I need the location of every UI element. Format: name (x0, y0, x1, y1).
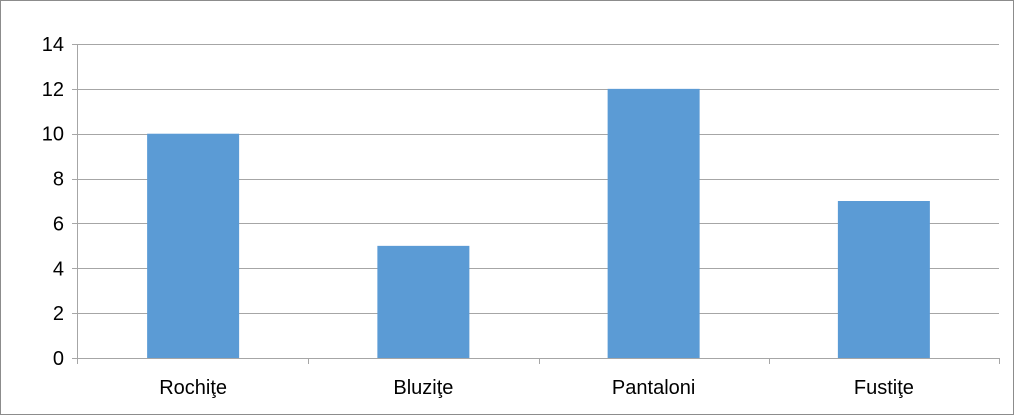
y-tick-label: 14 (42, 34, 64, 56)
x-axis-tick-labels: Rochiţe Bluziţe Pantaloni Fustiţe (159, 377, 914, 399)
y-tick-label: 6 (53, 213, 64, 235)
bar (147, 133, 240, 358)
y-tick-label: 4 (53, 258, 64, 280)
bar (377, 245, 470, 358)
y-tick-label: 12 (42, 79, 64, 101)
axis-lines (72, 44, 1000, 364)
x-tick-label: Rochiţe (159, 377, 227, 399)
bar (607, 88, 700, 358)
y-tick-label: 8 (53, 169, 64, 191)
x-tick-label: Pantaloni (612, 377, 695, 399)
bars (147, 88, 930, 358)
y-tick-label: 10 (42, 124, 64, 146)
y-tick-label: 0 (53, 348, 64, 370)
x-tick-label: Bluziţe (393, 377, 453, 399)
bar (837, 201, 930, 358)
y-axis-tick-labels: 0 2 4 6 8 10 12 14 (42, 34, 64, 370)
x-tick-label: Fustiţe (854, 377, 914, 399)
y-tick-label: 2 (53, 303, 64, 325)
